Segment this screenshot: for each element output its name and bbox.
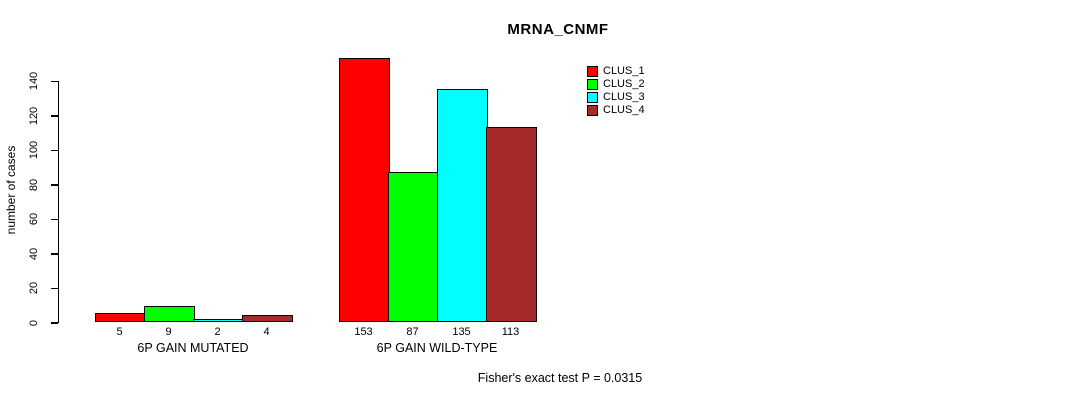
y-axis-tick — [50, 322, 58, 324]
bar-clus_1-2 — [339, 58, 390, 322]
y-axis-tick — [50, 115, 58, 117]
y-axis-line — [57, 80, 59, 324]
bar-clus_3-1 — [193, 318, 244, 322]
y-axis-tick-label: 140 — [28, 72, 40, 91]
bar-clus_1-1 — [95, 313, 146, 322]
legend-swatch — [587, 78, 598, 90]
legend-swatch — [587, 92, 598, 104]
legend-item: CLUS_3 — [587, 91, 645, 104]
annotation-text: Fisher's exact test P = 0.0315 — [477, 371, 643, 385]
x-axis-group-label: 6P GAIN WILD-TYPE — [376, 340, 498, 355]
y-axis-tick-label: 0 — [28, 319, 40, 326]
legend-item: CLUS_1 — [587, 65, 645, 78]
legend-item: CLUS_4 — [587, 104, 645, 117]
y-axis-tick-label: 80 — [28, 178, 40, 191]
bar-clus_2-1 — [144, 306, 195, 322]
legend-label: CLUS_4 — [603, 104, 645, 117]
y-axis-tick — [50, 80, 58, 83]
y-axis-tick-label: 20 — [28, 282, 40, 295]
y-axis-tick-label: 100 — [28, 141, 40, 160]
bar-clus_2-2 — [388, 172, 439, 322]
bar-clus_3-2 — [437, 89, 488, 322]
chart-title: MRNA_CNMF — [507, 21, 609, 38]
bar-value-label: 4 — [263, 326, 270, 338]
x-axis-group-label: 6P GAIN MUTATED — [137, 340, 249, 355]
legend-swatch — [587, 65, 598, 77]
legend-swatch — [587, 105, 598, 117]
bar-value-label: 2 — [214, 326, 221, 338]
legend-label: CLUS_2 — [603, 77, 645, 90]
y-axis-tick — [50, 218, 58, 221]
bar-value-label: 153 — [354, 326, 373, 338]
y-axis-label: number of cases — [4, 145, 18, 235]
bar-value-label: 87 — [406, 326, 419, 338]
bar-value-label: 113 — [501, 326, 520, 338]
bar-clus_4-2 — [486, 127, 537, 322]
y-axis-tick-label: 120 — [28, 106, 40, 126]
y-axis-tick — [50, 149, 58, 152]
bar-clus_4-1 — [242, 315, 293, 322]
y-axis-tick — [50, 184, 58, 186]
bar-value-label: 9 — [165, 326, 172, 338]
y-axis-tick-label: 40 — [28, 247, 40, 260]
legend-item: CLUS_2 — [587, 78, 645, 91]
bar-value-label: 5 — [116, 326, 123, 338]
y-axis-tick — [50, 253, 58, 255]
y-axis-tick-label: 60 — [28, 213, 40, 226]
legend-label: CLUS_3 — [603, 91, 645, 104]
legend-label: CLUS_1 — [603, 64, 645, 77]
y-axis-tick — [50, 287, 58, 290]
bar-value-label: 135 — [452, 326, 471, 338]
